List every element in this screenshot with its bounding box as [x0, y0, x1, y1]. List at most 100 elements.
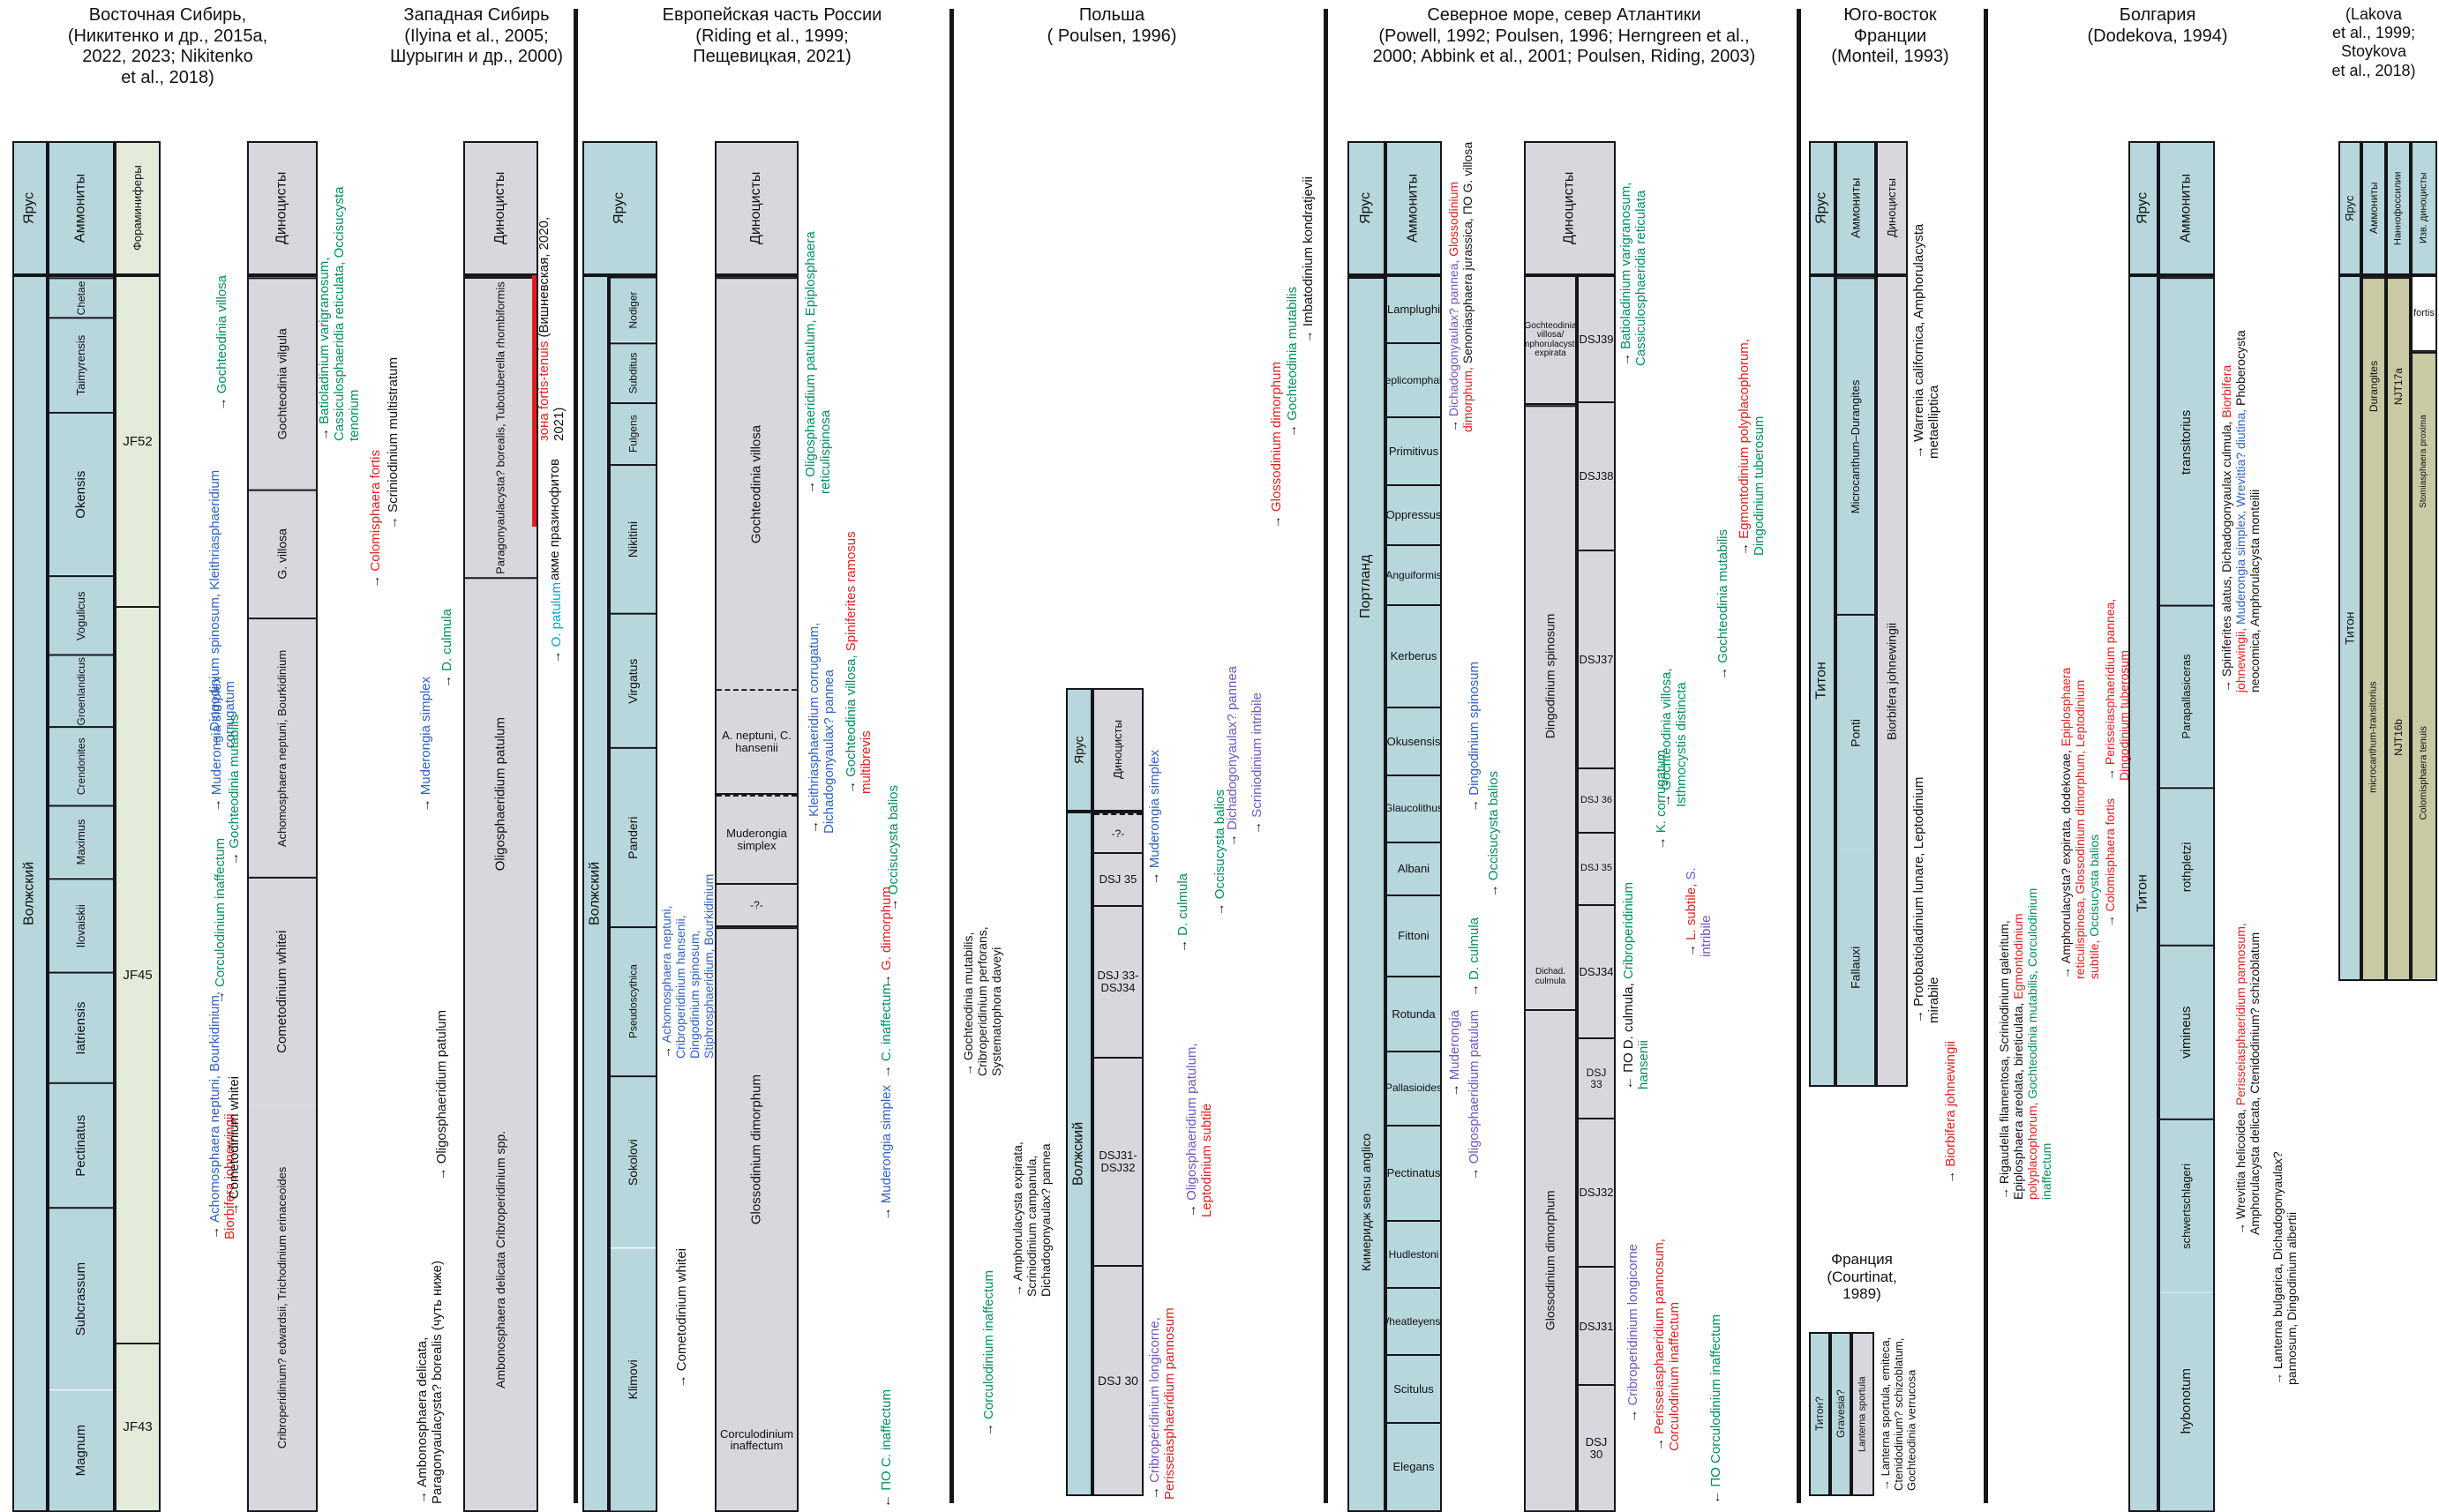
datum-annotation: → Perisseiasphaeridium pannosum, Corculo… [1652, 1222, 1682, 1451]
arrow-up-icon: → [434, 1164, 449, 1181]
taxon-label: Corculodinium inaffectum [981, 1270, 996, 1419]
datum-annotation: → G. dimorphum [879, 887, 894, 987]
zone-cell: Elegans [1387, 1423, 1440, 1510]
zone-cell: Maximus [49, 805, 113, 878]
zone-cell: Ilovaiskii [49, 877, 113, 973]
taxon-label: Cometodinium whitei [227, 1076, 242, 1200]
taxon-label: Oligosphaeridium patulum [1467, 1010, 1482, 1164]
datum-annotation: → Warrenia californica, Amphorulacysta m… [1911, 194, 1941, 459]
taxon-label: Muderongia simplex [1147, 750, 1162, 869]
region-title: Юго-восток Франции (Monteil, 1993) [1831, 5, 1949, 67]
zone-cell: Vogulicus [49, 574, 113, 655]
taxon-label: Gochteodinia mutabilis [1285, 287, 1300, 421]
datum-annotation: → Amphorulacysta? expirata, dodekovae, E… [2059, 662, 2102, 979]
column-header: Наннофоссилии [2386, 141, 2411, 275]
zone-cell: NJT17a [2388, 277, 2409, 496]
arrow-up-icon: → [1285, 420, 1300, 438]
datum-annotation: → Egmontodinium polyplacophorum, Dingodi… [1737, 326, 1767, 556]
datum-annotation: → Lanterna sportula, emiteca, Ctenidodin… [1879, 1314, 1918, 1491]
zone-cell: Wheatleyensis [1387, 1289, 1440, 1357]
taxon-label: Dichadogonyaulax? pannea [1225, 666, 1240, 830]
zone-cell: Ponti [1837, 614, 1874, 851]
zone-cell: transitorius [2160, 277, 2213, 606]
zone-cell: Stomiasphaera proxima [2413, 351, 2435, 569]
zone-cell: Cribroperidinium? edwardsii, Trichodiniu… [249, 1104, 316, 1510]
zone-cell: Титон? [1811, 1334, 1828, 1494]
strip-dsj-zones: DSJ39 DSJ38 DSJ37 DSJ 36 DSJ 35 DSJ34 DSJ 33 DS… [1577, 275, 1616, 1512]
zone-cell: Oppressus [1387, 485, 1440, 546]
taxon-label: Amphorulacysta delicata, Ctenidodinium? … [2247, 932, 2262, 1235]
taxon-label: Spiniferites alatus, Dichadogonyaulax cu… [2219, 417, 2233, 677]
datum-annotation: → Imbatodinium kondratjevii [1301, 176, 1316, 343]
datum-annotation: → Lanterna bulgarica, Dichadogonyaulax? … [2270, 1094, 2300, 1385]
datum-annotation: → Oligosphaeridium patulum [1467, 1010, 1482, 1180]
arrow-up-icon: → [1486, 880, 1501, 898]
zone-cell: NJT16b [2388, 495, 2409, 979]
arrow-up-icon: → [1212, 899, 1227, 917]
arrow-up-icon: → [1911, 1006, 1926, 1023]
datum-annotation: акме празинофитов [547, 459, 562, 580]
arrow-up-icon: → [1446, 416, 1460, 432]
zone-cell: DSJ 30 [1094, 1267, 1142, 1494]
group-east-siberia-dinocysts: Диноцисты Gochteodinia vilgula G. villosa A… [207, 141, 406, 1512]
column-header: Ярус [2128, 141, 2158, 275]
column-header: Диноцисты [463, 141, 538, 275]
datum-annotation: → Batioladinium varigranosum, Cassiculos… [317, 176, 362, 441]
taxon-label: Kleithriasphaeridium corrugatum, Dichado… [807, 622, 837, 834]
zone-cell: Fallauxi [1837, 850, 1874, 1086]
taxon-label: Oligosphaeridium patulum [434, 1010, 449, 1164]
zone-cell: Pallasioides [1387, 1052, 1440, 1127]
taxon-label: D. culmula [439, 609, 454, 671]
taxon-label: Scriniodinium multistratum [386, 357, 401, 513]
column-header: Диноцисты [1092, 688, 1144, 812]
datum-annotation: → Dichadogonyaulax? pannea, Glossodinium… [1446, 141, 1475, 432]
box-title: Франция (Courtinat, 1989) [1827, 1251, 1897, 1303]
taxon-label: L. subtile, [1684, 880, 1699, 940]
strip-stage: Титон [2338, 275, 2361, 981]
zone-cell: Gravesia? [1832, 1334, 1850, 1494]
datum-annotation: → Corculodinium inaffectum [981, 1270, 996, 1436]
group-bulgaria: Ярус Титон Аммониты transitorius Parapallasi… [1997, 141, 2333, 1512]
column-header: Ярус [12, 141, 48, 275]
arrow-up-icon: → [1654, 833, 1669, 850]
taxon-label: Achomosphaera neptuni, Bourkidinium, [207, 992, 222, 1223]
arrow-up-icon: → [1250, 817, 1265, 835]
zone-cell: JF45 [116, 608, 159, 1345]
taxon-label: D. culmula [1175, 873, 1190, 936]
taxon-label: G. dimorphum [879, 887, 894, 971]
datum-annotation: → Protobatioladinium lunare, Leptodinium… [1911, 759, 1941, 1023]
zone-cell: Scitulus [1387, 1356, 1440, 1424]
zone-cell: Panderi [611, 746, 656, 927]
arrow-up-icon: → [879, 1061, 894, 1079]
zone-cell: Magnum [49, 1389, 113, 1510]
taxon-label: Cribroperidinium longicorne [1625, 1244, 1640, 1406]
zone-cell: DSJ34 [1579, 906, 1614, 1040]
zone-cell: Glaucolithus [1387, 775, 1440, 843]
taxon-label: Amphorulacysta? expirata, dodekovae, [2059, 746, 2073, 964]
taxon-label: Perisseiasphaeridium pannosum, Corculodi… [1652, 1239, 1683, 1451]
datum-annotation: → D. culmula [1467, 917, 1482, 997]
taxon-label: Biorbifera johnewingii [1943, 1041, 1958, 1167]
strip-dinocyst-zones: Biorbifera johnewingii [1876, 275, 1908, 1087]
datum-annotation: → Amphorulacysta expirata, Scriniodinium… [1010, 1067, 1054, 1297]
taxon-label: C. inaffectum [879, 984, 894, 1062]
datum-annotation: → O. patulum [549, 582, 564, 664]
column-header: Аммониты [48, 141, 115, 275]
zone-cell: hybonotum [2160, 1291, 2213, 1510]
strip-stage: Волжский [1066, 812, 1092, 1496]
datum-annotation: → Ambonosphaera delicata, Paragonyaulacy… [415, 1239, 445, 1504]
arrow-up-icon: → [844, 776, 859, 794]
zone-cell: Кимеридж sensu anglico [1349, 894, 1384, 1510]
strip-foram-zones: JF52 JF45 JF43 [115, 275, 161, 1512]
column-header: Ярус [582, 141, 657, 275]
divider-line [1797, 9, 1801, 1503]
zone-cell: Ambonosphaera delicata Cribroperidinium … [465, 1009, 537, 1510]
datum-annotation: → Gochteodinia villosa, Spiniferites ram… [844, 476, 874, 794]
zone-cell: Oligosphaeridium patulum [465, 576, 537, 1010]
datum-annotation: → Oligosphaeridium patulum [434, 1010, 449, 1180]
zone-cell: vimineus [2160, 944, 2213, 1119]
strip-stage: Титон [1809, 275, 1835, 1087]
taxon-label: Muderongia [1447, 1010, 1462, 1081]
arrow-up-icon: → [386, 512, 401, 530]
zone-cell: Biorbifera johnewingii [1878, 277, 1906, 1085]
